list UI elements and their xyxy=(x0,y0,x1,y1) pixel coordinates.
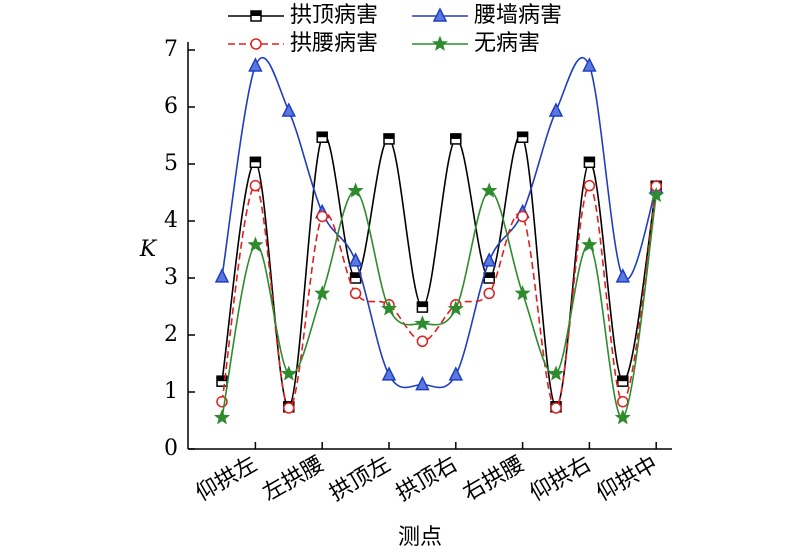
point xyxy=(281,102,297,117)
point xyxy=(582,57,597,72)
point xyxy=(617,395,629,408)
y-tick-label: 4 xyxy=(164,208,178,233)
y-tick-label: 2 xyxy=(164,322,178,347)
y-tick-label: 1 xyxy=(164,379,178,404)
point xyxy=(431,35,449,51)
point xyxy=(214,268,230,283)
point-fill xyxy=(617,376,628,382)
point-fill xyxy=(584,157,595,163)
point-fill xyxy=(350,273,361,278)
point xyxy=(547,365,565,381)
point-fill xyxy=(517,132,528,138)
point xyxy=(380,300,398,316)
point xyxy=(283,402,295,414)
point xyxy=(583,179,596,192)
point xyxy=(347,182,364,198)
point xyxy=(213,409,231,425)
point xyxy=(548,102,564,117)
point xyxy=(481,182,498,198)
point-fill xyxy=(250,157,261,163)
point-fill xyxy=(450,133,461,139)
point-fill xyxy=(384,133,394,139)
point xyxy=(614,409,631,425)
point xyxy=(280,365,297,381)
y-tick-label: 7 xyxy=(164,37,178,62)
point xyxy=(550,402,562,414)
point-fill xyxy=(251,11,261,16)
x-tick-label: 左拱腰 xyxy=(259,452,329,507)
x-axis-label: 测点 xyxy=(398,525,442,550)
legend-label: 无病害 xyxy=(474,31,540,56)
point-fill xyxy=(417,302,428,308)
point xyxy=(349,287,362,300)
y-axis-label: K xyxy=(139,237,158,262)
point xyxy=(581,236,598,252)
point xyxy=(247,236,264,252)
legend-label: 腰墙病害 xyxy=(474,3,562,28)
point xyxy=(481,252,497,267)
x-tick-label: 仰拱右 xyxy=(526,452,596,507)
x-tick-label: 仰拱左 xyxy=(192,452,262,507)
point xyxy=(249,179,262,192)
point-fill xyxy=(317,132,328,138)
series-line xyxy=(221,57,657,389)
point-fill xyxy=(484,273,495,278)
x-tick-label: 右拱腰 xyxy=(459,452,529,507)
y-tick-label: 0 xyxy=(164,436,178,461)
point xyxy=(514,285,531,301)
point xyxy=(381,366,397,381)
y-tick-label: 3 xyxy=(164,265,178,290)
x-tick-label: 拱顶右 xyxy=(392,452,462,507)
point xyxy=(615,268,631,283)
series-line xyxy=(221,134,657,408)
x-tick-label: 拱顶左 xyxy=(325,452,395,507)
point xyxy=(448,366,464,381)
point xyxy=(314,285,331,301)
point xyxy=(432,7,448,22)
point xyxy=(447,300,464,316)
point xyxy=(248,57,263,72)
point-fill xyxy=(217,376,227,382)
point xyxy=(250,38,262,50)
point xyxy=(348,252,363,267)
point xyxy=(416,335,429,348)
point xyxy=(415,375,430,391)
point xyxy=(316,210,328,223)
point xyxy=(516,210,529,223)
x-tick-label: 仰拱中 xyxy=(593,452,663,507)
y-tick-label: 6 xyxy=(164,94,178,119)
legend-label: 拱腰病害 xyxy=(290,31,378,56)
point xyxy=(483,287,495,300)
legend-label: 拱顶病害 xyxy=(290,3,378,28)
y-tick-label: 5 xyxy=(164,151,178,176)
point xyxy=(648,186,665,203)
point xyxy=(414,315,431,331)
